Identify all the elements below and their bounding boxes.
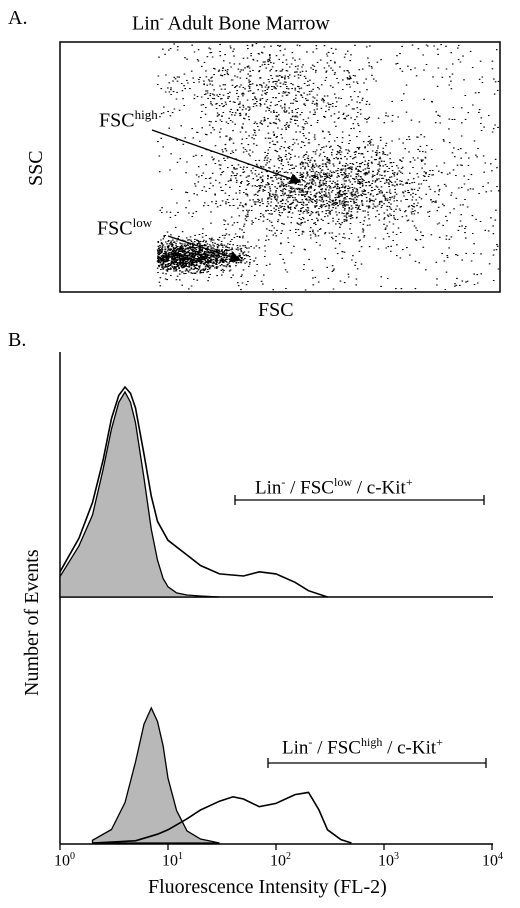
dotplot-frame — [59, 41, 501, 293]
title-superscript: - — [159, 11, 164, 25]
tick-10000-exp: 4 — [498, 851, 503, 862]
arrow-fsc-low — [167, 235, 242, 263]
gate-bottom-s2: high — [360, 735, 383, 749]
tick-label-1: 100 — [54, 852, 75, 869]
arrow-fsc-high — [151, 129, 302, 185]
tick-100-exp: 2 — [286, 851, 291, 862]
gate-top-p2: / FSC — [285, 477, 334, 499]
gate-top-s3: + — [405, 475, 413, 489]
gate-label-bottom: Lin- / FSChigh / c-Kit+ — [282, 736, 443, 757]
tick-100-base: 10 — [270, 852, 286, 870]
gate-top-s2: low — [333, 475, 352, 489]
top-stained-histogram — [59, 385, 328, 598]
panel-a-title: Lin- Adult Bone Marrow — [132, 12, 330, 34]
tick-1000-base: 10 — [378, 852, 394, 870]
event-dots — [156, 43, 500, 291]
tick-10-base: 10 — [162, 852, 178, 870]
gate-top-p3: / c-Kit — [351, 477, 406, 499]
annotation-fsc-low: FSClow — [97, 216, 152, 239]
tick-label-1000: 103 — [378, 852, 399, 869]
panel-a-xlabel: FSC — [258, 299, 294, 321]
gate-bottom-p3: / c-Kit — [382, 737, 437, 759]
dotplot-events — [156, 43, 500, 291]
tick-10-exp: 1 — [178, 851, 183, 862]
top-control-histogram — [59, 390, 220, 598]
panel-b-xlabel: Fluorescence Intensity (FL-2) — [148, 876, 387, 898]
tick-1-exp: 0 — [70, 851, 75, 862]
gate-top-s1: - — [281, 475, 286, 489]
gate-bottom-s3: + — [436, 735, 443, 749]
bottom-stained-histogram — [92, 791, 352, 844]
ann-low-sup: low — [132, 215, 153, 230]
gate-label-top: Lin- / FSClow / c-Kit+ — [255, 476, 413, 497]
panel-b-letter: B. — [8, 329, 27, 351]
ann-high-base: FSC — [99, 109, 135, 132]
panel-a-letter: A. — [8, 7, 28, 29]
annotation-fsc-high: FSChigh — [99, 108, 158, 131]
gate-bracket-bottom — [267, 758, 487, 768]
tick-1-base: 10 — [54, 852, 70, 870]
tick-1000-exp: 3 — [394, 851, 399, 862]
tick-label-100: 102 — [270, 852, 291, 869]
bottom-control-histogram — [91, 706, 220, 844]
tick-label-10000: 104 — [482, 852, 503, 869]
ann-high-sup: high — [134, 107, 158, 122]
ann-low-base: FSC — [97, 217, 133, 240]
title-rest: Adult Bone Marrow — [163, 12, 330, 35]
gate-bottom-p2: / FSC — [312, 737, 361, 759]
gate-bottom-p1: Lin — [282, 737, 309, 759]
x-axis-ticks — [59, 844, 493, 850]
gate-bottom-s1: - — [308, 735, 313, 749]
gate-bracket-top — [234, 495, 485, 505]
tick-10000-base: 10 — [482, 852, 498, 870]
tick-label-10: 101 — [162, 852, 183, 869]
gate-top-p1: Lin — [255, 477, 282, 499]
title-lin: Lin — [132, 12, 160, 35]
